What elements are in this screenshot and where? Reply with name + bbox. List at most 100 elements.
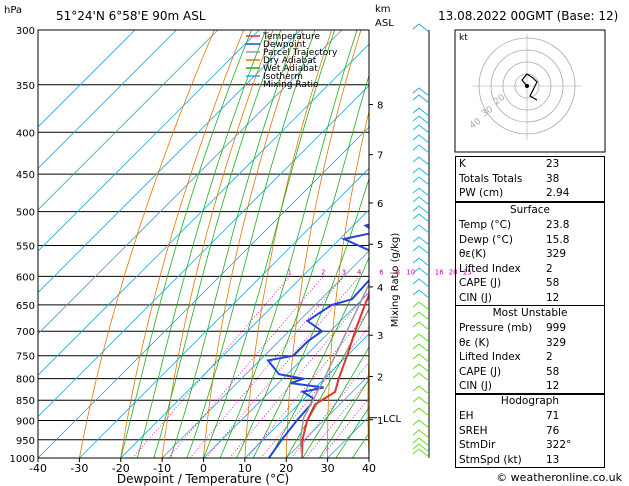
surface-value: 23.8	[546, 219, 570, 231]
surface-row: Lifted Index 2	[456, 262, 604, 277]
wind-barb	[412, 437, 430, 447]
pw-row: PW (cm) 2.94	[456, 186, 604, 201]
totals-totals-label: Totals Totals	[459, 172, 523, 185]
wind-barb	[412, 321, 430, 331]
mu-label: Lifted Index	[459, 351, 521, 363]
wind-barb	[412, 278, 430, 288]
mu-value: 2	[546, 351, 553, 363]
isotherm	[38, 43, 369, 376]
wind-barb	[412, 311, 430, 321]
wet-adiabat	[170, 30, 298, 458]
pressure-tick-label: 850	[16, 396, 35, 407]
series-temperature	[301, 292, 369, 458]
km-tick-label: 1	[377, 416, 383, 427]
series-parcel-trajectory	[299, 282, 369, 458]
wind-barb	[412, 144, 430, 154]
legend-label: Isotherm	[263, 72, 303, 82]
wet-adiabat	[136, 30, 267, 458]
mixing-ratio-label: 4	[357, 268, 362, 276]
mixing-ratio-label: 6	[379, 268, 384, 276]
wet-adiabat	[236, 73, 369, 458]
mu-label: Pressure (mb)	[459, 322, 533, 334]
mixing-ratio-line	[167, 276, 324, 458]
hodo-row: StmDir 322°	[456, 438, 604, 453]
mixing-ratio-line	[290, 361, 369, 458]
km-tick-label: 4	[377, 283, 383, 294]
mixing-ratio-label: 8	[396, 268, 400, 276]
totals-totals-value: 38	[546, 172, 560, 185]
isotherm	[38, 85, 369, 418]
mu-value: 329	[546, 336, 567, 349]
dry-adiabat	[619, 30, 629, 458]
pressure-tick-label: 350	[16, 81, 35, 92]
temperature-tick-label: 0	[200, 462, 207, 475]
isotherm	[79, 167, 369, 458]
profile-lines	[266, 223, 369, 458]
hodograph: kt 40 30 20	[454, 29, 606, 153]
mu-label: θε (K)	[459, 336, 490, 349]
temperature-tick-label: 20	[279, 462, 293, 475]
surface-row: Dewp (°C) 15.8	[456, 233, 604, 248]
wind-barbs	[412, 23, 430, 458]
mixing-ratio-label: 16	[435, 268, 444, 276]
temperature-tick-label: 30	[321, 462, 335, 475]
km-tick-label: 5	[377, 240, 383, 251]
surface-row: CIN (J) 12	[456, 291, 604, 306]
wind-barb	[412, 196, 430, 206]
hodo-label: SREH	[459, 424, 488, 437]
km-tick-label: 8	[377, 101, 383, 112]
wind-barb	[412, 107, 430, 117]
wind-barb	[412, 23, 430, 33]
wet-adiabat	[120, 30, 252, 458]
mixing-ratio-line	[132, 276, 291, 458]
km-tick-label: 2	[377, 372, 383, 383]
wind-barb	[412, 448, 430, 458]
legend-label: Dry Adiabat	[263, 56, 317, 66]
asl-label: ASL	[375, 18, 394, 29]
wind-barb	[412, 372, 430, 382]
legend-label: Temperature	[262, 32, 320, 42]
pressure-tick-label: 700	[16, 327, 35, 338]
wind-barb	[412, 257, 430, 267]
wind-barb	[412, 396, 430, 406]
most-unstable-table: Most Unstable Pressure (mb) 999 θε (K) 329…	[455, 305, 605, 395]
mu-label: CAPE (J)	[459, 365, 502, 378]
km-tick-label: 3	[377, 331, 383, 342]
surface-row: θε(K) 329	[456, 247, 604, 262]
wet-adiabat	[335, 406, 369, 458]
surface-row: CAPE (J) 58	[456, 276, 604, 291]
x-axis-title: Dewpoint / Temperature (°C)	[117, 472, 289, 486]
hodo-value: 13	[546, 453, 560, 466]
wind-barb	[412, 115, 430, 125]
wet-adiabat	[153, 30, 282, 458]
temperature-tick-label: 10	[238, 462, 252, 475]
series-dewpoint	[266, 223, 369, 458]
isotherm	[38, 126, 369, 458]
isotherm	[38, 30, 177, 169]
hodo-value: 322°	[546, 439, 572, 451]
wind-barb	[412, 267, 430, 277]
wind-barb	[412, 134, 430, 144]
surface-value: 2	[546, 262, 553, 275]
dry-adiabat	[285, 30, 362, 458]
isotherm	[38, 30, 219, 211]
wet-adiabat	[203, 30, 336, 458]
surface-label: CAPE (J)	[459, 277, 502, 289]
dry-adiabat	[79, 30, 215, 458]
hodo-label: StmDir	[459, 439, 496, 451]
dry-adiabat	[203, 30, 303, 458]
hodograph-kt-label: kt	[459, 33, 468, 43]
surface-title: Surface	[509, 204, 550, 216]
temperature-tick-label: -40	[29, 462, 47, 475]
hodo-row: EH 71	[456, 409, 604, 424]
lcl-label: LCL	[383, 414, 402, 425]
wind-barb	[412, 333, 430, 343]
pressure-tick-label: 750	[16, 352, 35, 363]
wet-adiabat	[219, 30, 358, 458]
mu-row: CAPE (J) 58	[456, 365, 604, 380]
wind-barb	[412, 245, 430, 255]
pressure-tick-label: 650	[16, 301, 35, 312]
most-unstable-title: Most Unstable	[492, 307, 568, 319]
mu-label: CIN (J)	[459, 380, 492, 392]
pw-value: 2.94	[546, 187, 570, 199]
